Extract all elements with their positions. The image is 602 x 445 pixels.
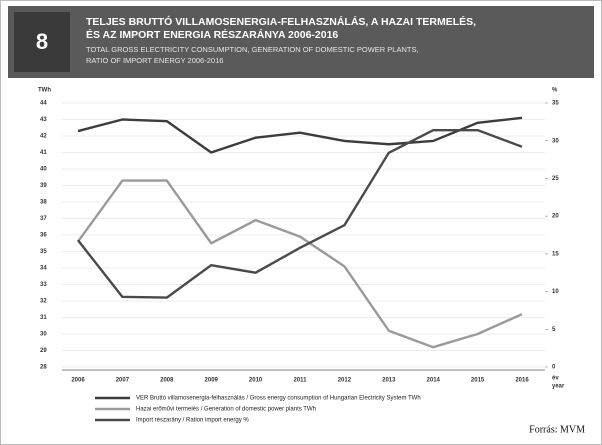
- y-axis-label: TWh: [38, 88, 51, 94]
- x-tick-label: 2012: [338, 378, 352, 384]
- number-box: [14, 12, 70, 72]
- x-tick-label: 2009: [205, 378, 219, 384]
- subtitle-line: TOTAL GROSS ELECTRICITY CONSUMPTION, GEN…: [86, 45, 419, 54]
- chart-number: 8: [36, 29, 48, 54]
- subtitle-line: RATIO OF IMPORT ENERGY 2006-2016: [86, 56, 223, 65]
- y-tick-label: 33: [40, 282, 47, 288]
- y-tick-label: 40: [40, 167, 47, 173]
- x-tick-label: 2008: [160, 378, 174, 384]
- x-tick-label: 2016: [515, 378, 529, 384]
- series-line: [77, 128, 523, 299]
- y-tick-label: 28: [40, 365, 47, 371]
- y-tick-label: 34: [40, 266, 47, 272]
- y-tick-label: 43: [40, 117, 47, 123]
- y2-tick-label: 10: [552, 289, 559, 295]
- series-line: [77, 116, 523, 154]
- y-tick-label: 38: [40, 200, 47, 206]
- legend-label: Import részarány / Ration import energy …: [136, 418, 249, 424]
- x-axis-label: year: [552, 384, 565, 390]
- y2-tick-label: 5: [552, 327, 556, 333]
- x-tick-label: 2014: [427, 378, 441, 384]
- y-tick-label: 42: [40, 134, 47, 140]
- series-line: [77, 179, 523, 349]
- x-axis-label: év: [552, 376, 559, 382]
- legend-label: Hazai erőművi termelés / Generation of d…: [136, 407, 316, 413]
- y-tick-label: 31: [40, 315, 47, 321]
- y2-tick-label: 20: [552, 214, 559, 220]
- x-tick-label: 2010: [249, 378, 263, 384]
- x-tick-label: 2015: [471, 378, 485, 384]
- x-tick-label: 2013: [382, 378, 396, 384]
- header-banner: [8, 6, 594, 78]
- x-tick-label: 2011: [293, 378, 307, 384]
- y2-tick-label: 30: [552, 138, 559, 144]
- legend-label: VER Bruttó villamosenergia-felhasználás …: [136, 396, 421, 402]
- y-tick-label: 39: [40, 183, 47, 189]
- y-tick-label: 35: [40, 249, 47, 255]
- y2-tick-label: 35: [552, 101, 559, 107]
- x-tick-label: 2007: [116, 378, 130, 384]
- y-tick-label: 29: [40, 348, 47, 354]
- y2-tick-label: 25: [552, 176, 559, 182]
- y2-tick-label: 15: [552, 251, 559, 257]
- y-tick-label: 37: [40, 216, 47, 222]
- y2-tick-label: 0: [552, 365, 556, 371]
- y-tick-label: 36: [40, 233, 47, 239]
- title-line: TELJES BRUTTÓ VILLAMOSENERGIA-FELHASZNÁL…: [86, 15, 476, 28]
- title-line: ÉS AZ IMPORT ENERGIA RÉSZARÁNYA 2006-201…: [86, 28, 338, 41]
- y2-axis-label: %: [552, 88, 558, 94]
- x-tick-label: 2006: [71, 378, 85, 384]
- y-tick-label: 44: [40, 101, 47, 107]
- y-tick-label: 30: [40, 332, 47, 338]
- source: Forrás: MVM: [529, 424, 585, 435]
- y-tick-label: 41: [40, 150, 47, 156]
- y-tick-label: 32: [40, 299, 47, 305]
